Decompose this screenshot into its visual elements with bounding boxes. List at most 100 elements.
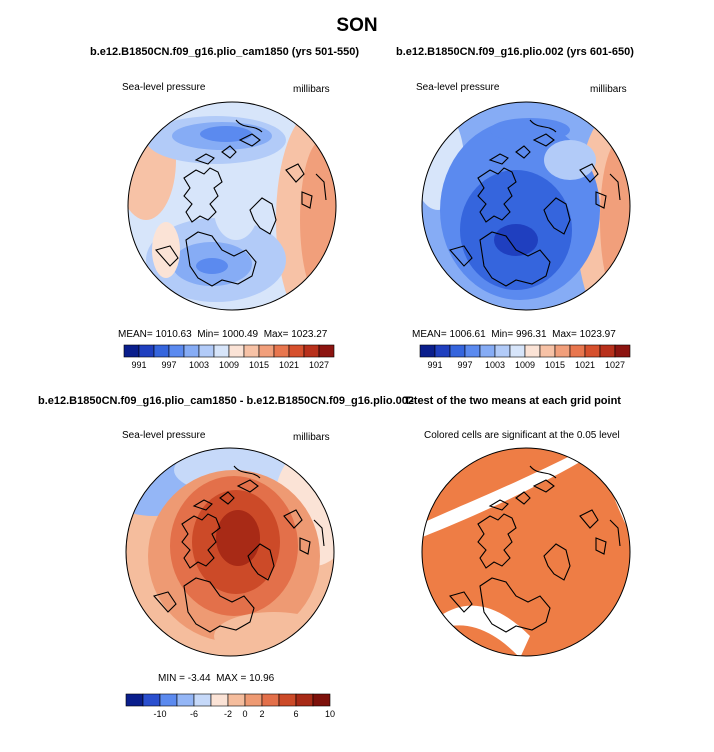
colorbar-tick-label: 10 [325,709,335,719]
panel-2-min-label: Min= [491,329,514,340]
panel-2-title: b.e12.B1850CN.f09_g16.plio.002 (yrs 601-… [396,46,634,58]
colorbar-tick-label: -10 [153,709,166,719]
colorbar-tick-label: 6 [293,709,298,719]
map-field-region [544,140,596,180]
colorbar-swatch [193,693,212,707]
panel-3-variable-label: Sea-level pressure [122,430,206,441]
colorbar-swatch [539,344,556,358]
coastline [247,543,275,581]
panel-1-max-label: Max= [263,329,289,340]
colorbar-swatch [153,344,170,358]
panel-3-max-value: 10.96 [249,673,275,684]
coastline [579,509,599,529]
panel-3-min-label: MIN = [158,673,185,684]
panel-2-units-label: millibars [590,84,627,95]
colorbar-tick-label: 1003 [189,360,209,370]
coastline [479,231,551,287]
panel-1-variable-label: Sea-level pressure [122,82,206,93]
panel-2-mean-value: 1006.61 [449,329,486,340]
colorbar-tick-label: 1015 [545,360,565,370]
map-field-region [216,510,260,566]
panel-3-stats: MIN = -3.44 MAX = 10.96 [158,673,274,684]
coastline [532,133,555,147]
colorbar-swatch [464,344,481,358]
map-field-region [152,222,180,278]
coastline [579,163,599,183]
colorbar-swatch [449,344,466,358]
coastline [221,145,237,159]
coastline [477,513,517,569]
colorbar-tick-label: 1027 [309,360,329,370]
coastline [595,191,607,209]
coastline [183,167,223,223]
colorbar-swatch [614,344,631,358]
colorbar-tick-label: 1009 [515,360,535,370]
colorbar-tick-label: 1021 [575,360,595,370]
coastline [529,465,557,479]
colorbar-tick-label: -2 [224,709,232,719]
colorbar-swatch [295,693,314,707]
panel-3-title: b.e12.B1850CN.f09_g16.plio_cam1850 - b.e… [38,395,415,407]
coastline [595,537,607,555]
panel-1-stats: MEAN= 1010.63 Min= 1000.49 Max= 1023.27 [118,329,327,340]
panel-1-max-value: 1023.27 [291,329,328,340]
coastline [299,537,311,555]
coastline [609,519,621,547]
coastline [477,167,517,223]
colorbar-tick-label: 991 [131,360,146,370]
coastline [532,479,555,493]
map-field-region [196,258,228,274]
colorbar-swatch [303,344,320,358]
panel-2-stats: MEAN= 1006.61 Min= 996.31 Max= 1023.97 [412,329,616,340]
panel-1-min-value: 1000.49 [221,329,259,340]
panel-3-colorbar: -10 -6 -2 0 2 6 10 [122,692,338,729]
coastline [449,591,473,613]
colorbar-tick-label: 1009 [219,360,239,370]
panel-2-colorbar: 991997100310091015102110271033 [414,343,655,378]
coastline [194,153,215,165]
coastline [181,513,221,569]
map-field-region [214,612,334,656]
coastline [543,197,571,235]
coastline [543,543,571,581]
non-significant-region [432,605,530,656]
panel-2-map [420,100,632,317]
colorbar-swatch [138,344,155,358]
colorbar-swatch [261,693,280,707]
colorbar-tick-label: 1027 [605,360,625,370]
panel-3-map [124,446,336,663]
coastline [238,133,261,147]
map-field-region [494,224,538,256]
coastline [153,591,177,613]
coastline [235,119,263,133]
coastline [236,479,259,493]
colorbar-swatch [509,344,526,358]
coastline [219,491,235,505]
colorbar-swatch [210,693,229,707]
coastline [515,491,531,505]
colorbar-swatch [278,693,297,707]
colorbar-swatch [142,693,161,707]
map-boundary [421,101,631,311]
panel-4-title: T-test of the two means at each grid poi… [404,395,621,407]
panel-1-min-label: Min= [197,329,220,340]
panel-1-mean-value: 1010.63 [155,329,192,340]
coastline [155,245,179,267]
panel-1-title: b.e12.B1850CN.f09_g16.plio_cam1850 (yrs … [90,46,360,58]
colorbar-tick-label: 2 [259,709,264,719]
colorbar-swatch [494,344,511,358]
panel-2-max-value: 1023.97 [579,329,616,340]
colorbar-swatch [434,344,451,358]
colorbar-swatch [569,344,586,358]
panel-1-map [126,100,338,317]
colorbar-tick-label: 997 [161,360,176,370]
coastline [313,519,325,547]
page-title: SON [336,15,378,36]
map-boundary [125,447,335,657]
colorbar-tick-label: -6 [190,709,198,719]
coastline [529,119,557,133]
panel-3-max-label: MAX = [216,673,247,684]
colorbar-swatch [243,344,260,358]
colorbar-tick-label: 1021 [279,360,299,370]
coastline [488,153,509,165]
